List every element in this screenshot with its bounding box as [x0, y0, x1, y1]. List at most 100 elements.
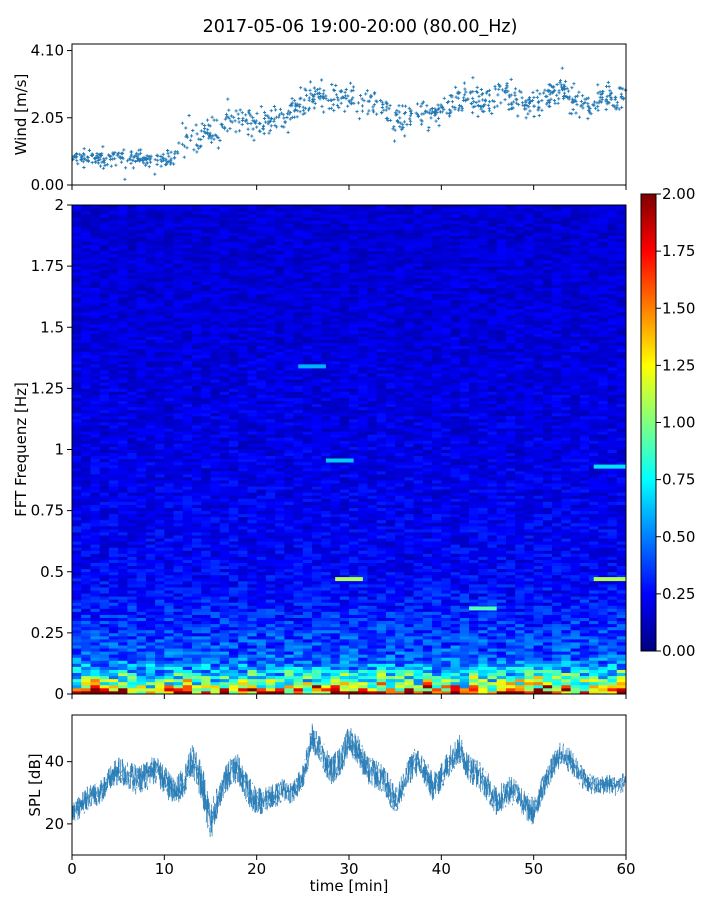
spectrogram-cell: [275, 260, 285, 264]
spectrogram-cell: [155, 559, 165, 563]
spectrogram-cell: [275, 296, 285, 301]
spectrogram-cell: [192, 507, 202, 512]
spectrogram-cell: [256, 373, 267, 377]
spectrogram-cell: [81, 455, 91, 460]
spectrogram-cell: [284, 486, 294, 490]
spectrogram-cell: [81, 449, 91, 453]
spectrogram-cell: [108, 363, 119, 368]
spectrogram-cell: [293, 590, 304, 594]
spectrogram-cell: [99, 580, 110, 585]
spectrogram-cell: [164, 275, 174, 279]
spectrogram-cell: [265, 645, 276, 649]
spectrogram-cell: [118, 519, 128, 524]
spectrogram-cell: [219, 504, 230, 508]
spectrogram-cell: [219, 247, 230, 252]
spectrogram-cell: [219, 290, 230, 295]
spectrogram-cell: [173, 434, 184, 438]
wind-point: [524, 100, 528, 104]
spectrogram-cell: [99, 345, 110, 350]
wind-point: [308, 80, 313, 84]
spectrogram-cell: [155, 229, 165, 233]
wind-point: [576, 94, 580, 98]
spectrogram-cell: [201, 376, 211, 380]
spectrogram-cell: [192, 232, 202, 236]
wind-point: [303, 111, 307, 115]
spectrogram-cell: [238, 684, 248, 689]
spectrogram-cell: [228, 385, 239, 389]
spectrogram-cell: [182, 208, 193, 212]
wind-point: [215, 118, 219, 122]
spectrogram-cell: [210, 351, 221, 356]
spectrogram-cell: [238, 568, 248, 573]
spectrogram-cell: [90, 247, 101, 252]
spectrogram-cell: [219, 470, 230, 475]
spectrogram-cell: [201, 489, 211, 493]
spectrogram-cell: [155, 431, 165, 435]
spectrogram-cell: [293, 376, 304, 380]
spectrogram-cell: [155, 550, 165, 554]
spectrogram-cell: [182, 651, 193, 655]
spectrogram-cell: [136, 648, 147, 652]
spectrogram-cell: [72, 544, 82, 548]
spectrogram-cell: [201, 464, 211, 469]
spectrogram-cell: [192, 415, 202, 420]
wind-point: [97, 156, 101, 160]
wind-point: [568, 95, 572, 99]
spectrogram-cell: [90, 330, 101, 334]
spectrogram-cell: [293, 260, 304, 264]
spectrogram-cell: [127, 385, 138, 389]
wind-point: [403, 104, 408, 108]
spectrogram-cell: [136, 275, 147, 279]
spectrogram-cell: [275, 269, 285, 273]
spectrogram-cell: [238, 690, 248, 695]
spectrogram-cell: [293, 235, 304, 240]
spectrogram-cell: [72, 645, 82, 649]
spectrogram-cell: [302, 590, 313, 594]
spectrogram-cell: [284, 611, 294, 615]
wind-point: [561, 88, 565, 92]
spectrogram-cell: [145, 562, 156, 567]
spectrogram-cell: [284, 330, 294, 334]
wind-point: [240, 118, 245, 123]
spectrogram-cell: [108, 657, 119, 661]
spectrogram-cell: [219, 507, 230, 512]
spectrogram-cell: [118, 400, 128, 405]
spectrogram-cell: [275, 617, 285, 622]
spectrogram-cell: [164, 394, 174, 398]
spectrogram-cell: [192, 623, 202, 628]
spectrogram-cell: [238, 253, 248, 258]
spectrogram-cell: [155, 458, 165, 463]
spectrogram-cell: [238, 428, 248, 432]
wind-point: [101, 166, 105, 170]
spectrogram-cell: [228, 253, 239, 258]
spectrogram-cell: [108, 217, 119, 221]
spectrogram-cell: [228, 568, 239, 573]
spectrogram-cell: [275, 284, 285, 288]
spectrogram-cell: [284, 528, 294, 533]
spectrogram-cell: [238, 247, 248, 252]
spectrogram-cell: [173, 498, 184, 502]
spectrogram-cell: [164, 256, 174, 261]
spectrogram-cell: [256, 580, 267, 585]
spectrogram-cell: [72, 632, 82, 637]
wind-point: [216, 136, 220, 140]
spectrogram-cell: [127, 516, 138, 521]
spectrogram-cell: [210, 666, 221, 670]
spectrogram-cell: [228, 333, 239, 337]
spectrogram-cell: [118, 617, 128, 622]
spectrogram-cell: [284, 651, 294, 655]
spectrogram-cell: [145, 513, 156, 518]
spectrogram-cell: [284, 684, 294, 689]
spectrogram-cell: [155, 205, 165, 209]
spectrogram-cell: [118, 446, 128, 450]
spectrogram-cell: [99, 305, 110, 310]
spectrogram-cell: [164, 345, 174, 350]
wind-point: [159, 158, 163, 162]
spectrogram-cell: [155, 269, 165, 273]
spectrogram-cell: [201, 522, 211, 527]
wind-point: [577, 115, 582, 119]
spectrogram-cell: [136, 522, 147, 527]
spectrogram-cell: [108, 266, 119, 270]
spectrogram-cell: [164, 620, 174, 625]
wind-point: [205, 118, 210, 122]
